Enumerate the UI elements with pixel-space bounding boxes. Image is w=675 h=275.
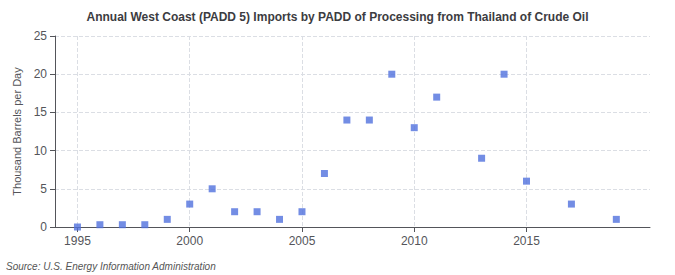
svg-text:25: 25 [34, 29, 48, 43]
svg-text:2010: 2010 [401, 234, 428, 248]
svg-text:1995: 1995 [64, 234, 91, 248]
svg-text:10: 10 [34, 144, 48, 158]
svg-text:Thousand Barrels per Day: Thousand Barrels per Day [11, 67, 23, 196]
svg-text:15: 15 [34, 105, 48, 119]
svg-text:2005: 2005 [289, 234, 316, 248]
svg-text:20: 20 [34, 67, 48, 81]
svg-text:Source: U.S. Energy Informatio: Source: U.S. Energy Information Administ… [6, 261, 216, 272]
svg-text:Annual West Coast (PADD 5) Imp: Annual West Coast (PADD 5) Imports by PA… [86, 10, 588, 24]
svg-text:2015: 2015 [513, 234, 540, 248]
svg-text:5: 5 [40, 182, 47, 196]
svg-text:2000: 2000 [176, 234, 203, 248]
svg-text:0: 0 [40, 220, 47, 234]
